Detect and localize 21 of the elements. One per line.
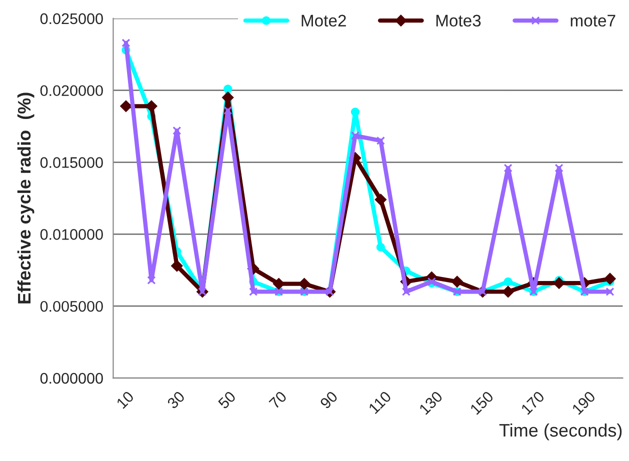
- x-tick-label: 30: [166, 390, 186, 410]
- x-tick-label: 70: [268, 390, 288, 410]
- x-tick-label: 190: [572, 390, 596, 415]
- x-tick-label: 50: [218, 390, 236, 410]
- legend-label: Mote2: [302, 14, 346, 27]
- y-tick-label: 0.025000: [40, 13, 103, 24]
- x-tick-label: 130: [418, 390, 444, 415]
- x-axis-title: Time (seconds): [499, 423, 622, 440]
- legend-label: Mote3: [436, 14, 481, 27]
- x-tick-label: 90: [320, 390, 338, 410]
- x-tick-label: 110: [368, 390, 392, 414]
- y-tick-label: 0.000000: [40, 372, 103, 384]
- legend-label: mote7: [570, 14, 616, 27]
- x-tick-label: 170: [520, 390, 546, 415]
- y-tick-label: 0.020000: [40, 85, 103, 96]
- x-tick-label: 150: [470, 390, 494, 415]
- y-tick-label: 0.005000: [40, 300, 103, 312]
- y-tick-label: 0.015000: [40, 157, 103, 168]
- y-axis-title: Effective cycle radio (%): [17, 92, 34, 304]
- x-tick-label: 10: [116, 390, 134, 409]
- y-tick-label: 0.010000: [40, 229, 103, 240]
